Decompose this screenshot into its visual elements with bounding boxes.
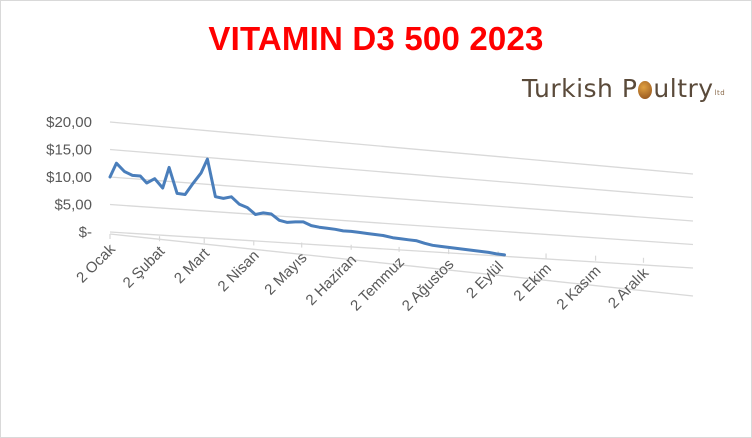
x-tick-label: 2 Nisan bbox=[215, 247, 263, 295]
x-tick-label: 2 Aralık bbox=[605, 264, 653, 312]
turkish-poultry-logo: Turkish P ultryltd bbox=[522, 74, 725, 103]
gridline bbox=[109, 231, 694, 269]
series-layer bbox=[108, 157, 506, 257]
gridline bbox=[109, 121, 694, 175]
x-tick-label: 2 Ocak bbox=[73, 240, 119, 286]
chart-title: VITAMIN D3 500 2023 bbox=[208, 20, 544, 57]
x-tick-label: 2 Kasım bbox=[553, 262, 604, 313]
egg-icon bbox=[638, 81, 653, 99]
x-axis-line bbox=[109, 233, 694, 297]
y-tick-label: $5,00 bbox=[54, 197, 92, 214]
y-axis-ticks: $- $5,00 $10,00 $15,00 $20,00 bbox=[46, 114, 92, 241]
logo-text-b: ultry bbox=[653, 74, 714, 103]
x-tick-label: 2 Mayıs bbox=[261, 249, 310, 298]
x-tick-label: 2 Eylül bbox=[463, 258, 507, 302]
x-tick-label: 2 Ağustos bbox=[399, 256, 458, 315]
y-tick-label: $10,00 bbox=[46, 169, 92, 186]
y-tick-label: $- bbox=[79, 224, 92, 241]
y-tick-label: $15,00 bbox=[46, 142, 92, 159]
logo-text-a: Turkish P bbox=[522, 74, 638, 103]
x-tick-label: 2 Mart bbox=[171, 244, 214, 287]
x-tick-label: 2 Ekim bbox=[510, 260, 554, 304]
series-line bbox=[108, 157, 506, 257]
logo-suffix: ltd bbox=[714, 89, 726, 97]
y-tick-label: $20,00 bbox=[46, 114, 92, 131]
gridline bbox=[109, 148, 694, 199]
gridline bbox=[109, 176, 694, 222]
x-tick-label: 2 Şubat bbox=[120, 242, 169, 291]
gridlines bbox=[109, 121, 694, 269]
gridline bbox=[109, 203, 694, 246]
